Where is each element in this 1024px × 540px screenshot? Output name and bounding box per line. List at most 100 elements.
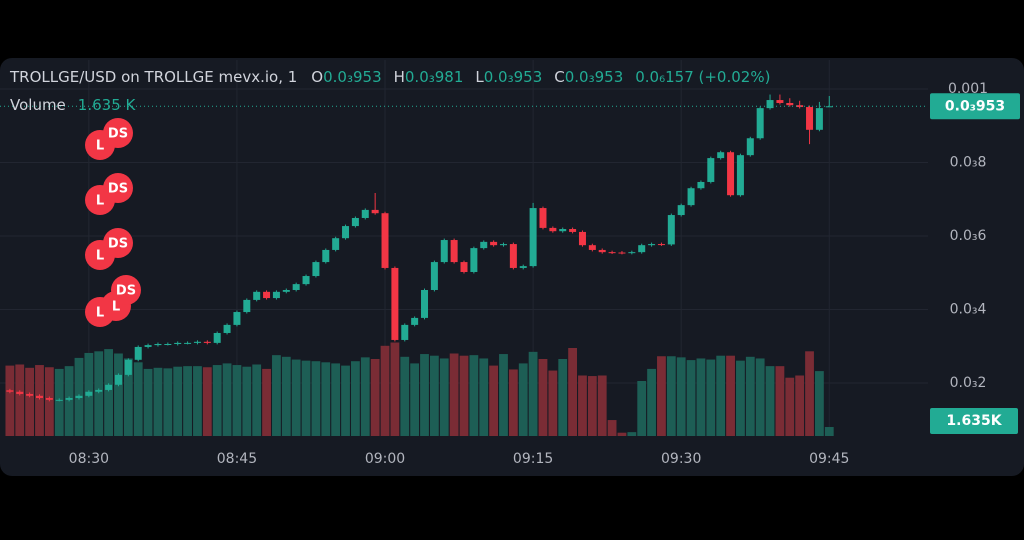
ohlc-value: 0.0₃953 [565, 68, 624, 86]
volume-bar [351, 361, 360, 436]
y-tick-label: 0.0₃2 [950, 375, 987, 391]
candle-body [697, 181, 705, 189]
candle-body [588, 245, 596, 250]
candle-body [440, 240, 448, 263]
candle-body [263, 291, 271, 299]
volume-bar [795, 375, 805, 436]
candle-body [657, 244, 665, 246]
volume-bars [5, 342, 834, 436]
marker-bubble [103, 173, 133, 203]
volume-bar [666, 356, 676, 436]
candle-body [95, 389, 103, 392]
candle-body [65, 398, 73, 400]
candle-body [411, 317, 419, 325]
candle-body [766, 100, 774, 109]
last-price-badge [930, 93, 1020, 120]
candle-body [203, 341, 211, 343]
candle-body [332, 238, 340, 250]
marker-bubble [103, 118, 133, 148]
candle-body [677, 205, 685, 216]
candle-body [45, 398, 53, 400]
candle-body [539, 208, 547, 228]
volume-bar [163, 368, 173, 436]
volume-bar [706, 359, 716, 436]
candle-body [618, 252, 626, 254]
volume-bar [272, 355, 281, 436]
ohlc-key: O [311, 68, 323, 86]
marker-text: L [96, 249, 104, 264]
candle-body [361, 209, 369, 218]
candle-body [806, 107, 814, 130]
volume-bar [647, 368, 656, 436]
x-tick-label: 09:30 [661, 451, 701, 467]
volume-bar [824, 427, 834, 436]
candle-body [786, 102, 794, 106]
volume-bar [400, 356, 410, 436]
candle-body [687, 188, 695, 206]
volume-bar [518, 363, 528, 436]
candle-body [213, 332, 221, 343]
candle-body [302, 276, 310, 285]
volume-bar [173, 366, 183, 436]
volume-bar [439, 358, 449, 436]
x-tick-label: 09:45 [809, 451, 849, 467]
axes: 0.001 0.0₃8 0.0₃6 0.0₃4 0.0₃2 08:30 08:45 09:00… [69, 81, 988, 467]
candle-body [381, 213, 389, 268]
volume-bar [499, 354, 508, 436]
volume-bar [765, 366, 775, 436]
candles [6, 94, 833, 402]
y-tick-label: 0.0₃4 [950, 301, 987, 317]
candle-body [243, 299, 251, 313]
candle-body [509, 244, 517, 268]
marker-text: DS [116, 284, 136, 299]
volume-bar [459, 355, 469, 436]
x-tick-label: 08:45 [217, 451, 257, 467]
volume-bar [44, 367, 54, 436]
volume-bar [331, 363, 341, 436]
candle-body [342, 226, 350, 239]
volume-bar [716, 355, 726, 436]
marker-text: L [96, 194, 104, 209]
volume-bar [54, 368, 64, 436]
volume-bar [252, 364, 262, 436]
ohlc-key: C [554, 68, 564, 86]
candle-body [35, 395, 43, 399]
volume-bar [775, 366, 785, 436]
volume-bar [114, 353, 123, 436]
candle-body [707, 158, 715, 182]
candle-body [460, 262, 468, 272]
candle-body [272, 291, 280, 299]
candle-body [134, 346, 142, 360]
volume-bar [785, 377, 795, 436]
candle-body [825, 106, 833, 108]
candle-body [253, 291, 261, 300]
candle-body [529, 208, 537, 267]
volume-bar [370, 359, 380, 436]
last-price-label: 0.0₃953 [945, 98, 1005, 114]
volume-bar [538, 359, 548, 436]
volume-bar [242, 366, 252, 436]
marker-text: DS [108, 182, 128, 197]
volume-bar [815, 371, 824, 436]
candle-body [154, 344, 162, 346]
volume-bar [657, 356, 666, 436]
volume-bar [607, 420, 617, 436]
volume-bar [25, 367, 35, 436]
ohlc-value: 0.0₃953 [323, 68, 382, 86]
volume-bar [489, 365, 499, 436]
volume-bar [390, 342, 400, 436]
candle-body [776, 100, 784, 103]
volume-bar [617, 432, 627, 436]
candle-body [598, 249, 606, 253]
candle-body [85, 391, 93, 396]
candle-body [815, 108, 823, 130]
candle-body [105, 384, 113, 390]
volume-bar [686, 360, 696, 436]
volume-bar [637, 381, 647, 436]
candle-body [421, 289, 429, 318]
volume-bar [676, 357, 686, 436]
candle-body [450, 240, 458, 263]
volume-bar [123, 358, 133, 436]
candle-body [75, 395, 83, 399]
